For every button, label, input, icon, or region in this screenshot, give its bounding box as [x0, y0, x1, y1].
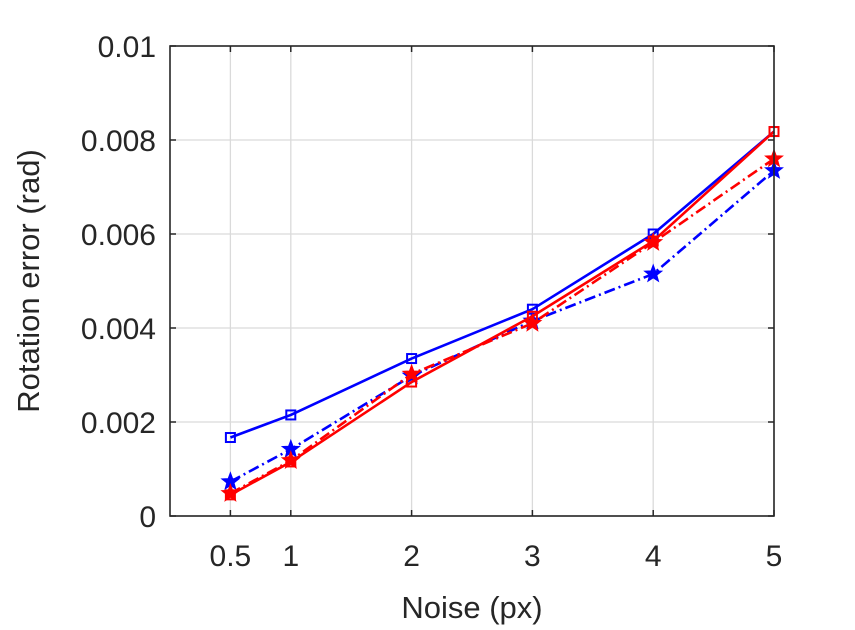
- x-tick-label: 3: [524, 540, 541, 573]
- y-tick-label: 0: [139, 501, 156, 534]
- x-axis-label: Noise (px): [401, 590, 542, 625]
- series-3-point: [643, 232, 664, 251]
- y-tick-label: 0.008: [81, 125, 156, 158]
- x-tick-label: 5: [766, 540, 783, 573]
- series-3-point: [280, 450, 301, 469]
- series-0-point: [406, 353, 418, 365]
- series-layer: [220, 126, 784, 502]
- series-3-point: [220, 482, 241, 502]
- series-0-point: [224, 432, 236, 444]
- plot-background: [170, 46, 774, 516]
- series-3-point: [522, 312, 543, 332]
- ticks: [170, 45, 775, 517]
- series-0-point: [285, 409, 297, 421]
- y-tick-label: 0.002: [81, 407, 156, 440]
- x-tick-label: 1: [282, 540, 299, 573]
- series-3-line: [229, 157, 775, 495]
- series-1-point: [643, 263, 664, 283]
- tick-labels: 0.5 1 2 3 4 5 0 0.002 0.004 0.006 0.008 0.01: [81, 31, 782, 573]
- y-tick-label: 0.006: [81, 219, 156, 252]
- y-tick-label: 0.004: [81, 313, 156, 346]
- y-axis-label: Rotation error (rad): [11, 149, 46, 413]
- plot-frame: [169, 45, 775, 517]
- x-tick-label: 0.5: [210, 540, 252, 573]
- y-tick-label: 0.01: [98, 31, 156, 64]
- series-0-line: [229, 130, 775, 439]
- x-tick-label: 4: [645, 540, 662, 573]
- series-3-point: [401, 363, 422, 383]
- x-tick-label: 2: [403, 540, 420, 573]
